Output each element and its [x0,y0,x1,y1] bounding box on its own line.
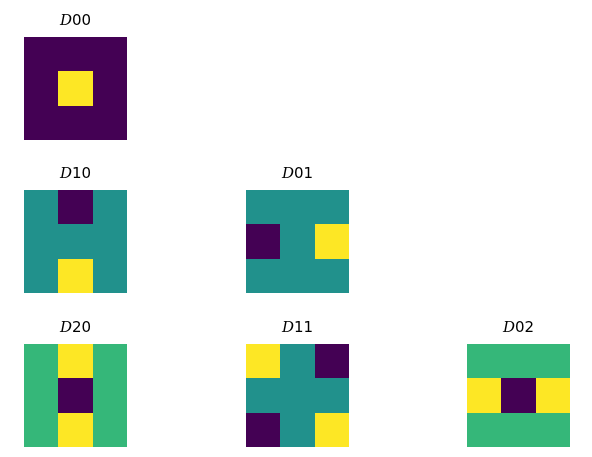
heatmap-cell [92,412,127,447]
panel-title-d10-suffix: 10 [71,164,92,182]
heatmap-cell [24,190,59,225]
panel-title-d11: D11 [226,317,369,337]
heatmap-cell [58,190,93,225]
heatmap-cell [58,344,93,379]
heatmap-cell [24,258,59,293]
panel-title-d02-suffix: 02 [514,318,535,336]
panel-title-d10: D10 [4,163,147,183]
panel-title-d20-prefix: D [59,318,72,336]
heatmap-cell [246,412,281,447]
heatmap-cell [280,224,315,259]
heatmap-d10 [24,190,127,293]
heatmap-cell [314,224,349,259]
panel-title-d20-suffix: 20 [71,318,92,336]
panel-title-d11-suffix: 11 [293,318,314,336]
heatmap-cell [24,344,59,379]
panel-title-d20: D20 [4,317,147,337]
panel-title-d01-suffix: 01 [293,164,314,182]
heatmap-cell [92,71,127,106]
panel-title-d02-prefix: D [502,318,515,336]
heatmap-cell [24,412,59,447]
heatmap-cell [92,378,127,413]
heatmap-cell [58,258,93,293]
panel-title-d01-prefix: D [281,164,294,182]
heatmap-cell [92,224,127,259]
heatmap-d02 [467,344,570,447]
panel-title-d01: D01 [226,163,369,183]
panel-title-d02: D02 [447,317,590,337]
heatmap-cell [24,224,59,259]
heatmap-cell [314,378,349,413]
heatmap-cell [246,344,281,379]
heatmap-cell [314,412,349,447]
heatmap-cell [501,378,536,413]
heatmap-cell [467,344,502,379]
heatmap-cell [24,105,59,140]
heatmap-cell [280,412,315,447]
heatmap-cell [535,344,570,379]
heatmap-cell [58,37,93,72]
heatmap-cell [535,378,570,413]
heatmap-cell [501,344,536,379]
heatmap-cell [246,190,281,225]
heatmap-cell [467,378,502,413]
panel-title-d11-prefix: D [281,318,294,336]
heatmap-cell [467,412,502,447]
heatmap-cell [92,190,127,225]
heatmap-cell [24,378,59,413]
heatmap-cell [58,105,93,140]
heatmap-cell [535,412,570,447]
heatmap-cell [58,71,93,106]
heatmap-cell [24,71,59,106]
heatmap-cell [58,378,93,413]
heatmap-cell [280,258,315,293]
heatmap-cell [280,378,315,413]
heatmap-cell [501,412,536,447]
panel-title-d00-prefix: D [59,11,72,29]
heatmap-cell [58,412,93,447]
heatmap-cell [92,37,127,72]
heatmap-d11 [246,344,349,447]
heatmap-cell [58,224,93,259]
heatmap-cell [280,190,315,225]
heatmap-cell [92,258,127,293]
heatmap-d01 [246,190,349,293]
heatmap-cell [246,258,281,293]
heatmap-cell [246,224,281,259]
heatmap-cell [92,344,127,379]
heatmap-cell [314,258,349,293]
heatmap-cell [92,105,127,140]
heatmap-cell [280,344,315,379]
panel-title-d00-suffix: 00 [71,11,92,29]
heatmap-cell [24,37,59,72]
heatmap-cell [314,190,349,225]
panel-title-d00: D00 [4,10,147,30]
heatmap-cell [314,344,349,379]
panel-title-d10-prefix: D [59,164,72,182]
heatmap-d00 [24,37,127,140]
heatmap-d20 [24,344,127,447]
heatmap-cell [246,378,281,413]
